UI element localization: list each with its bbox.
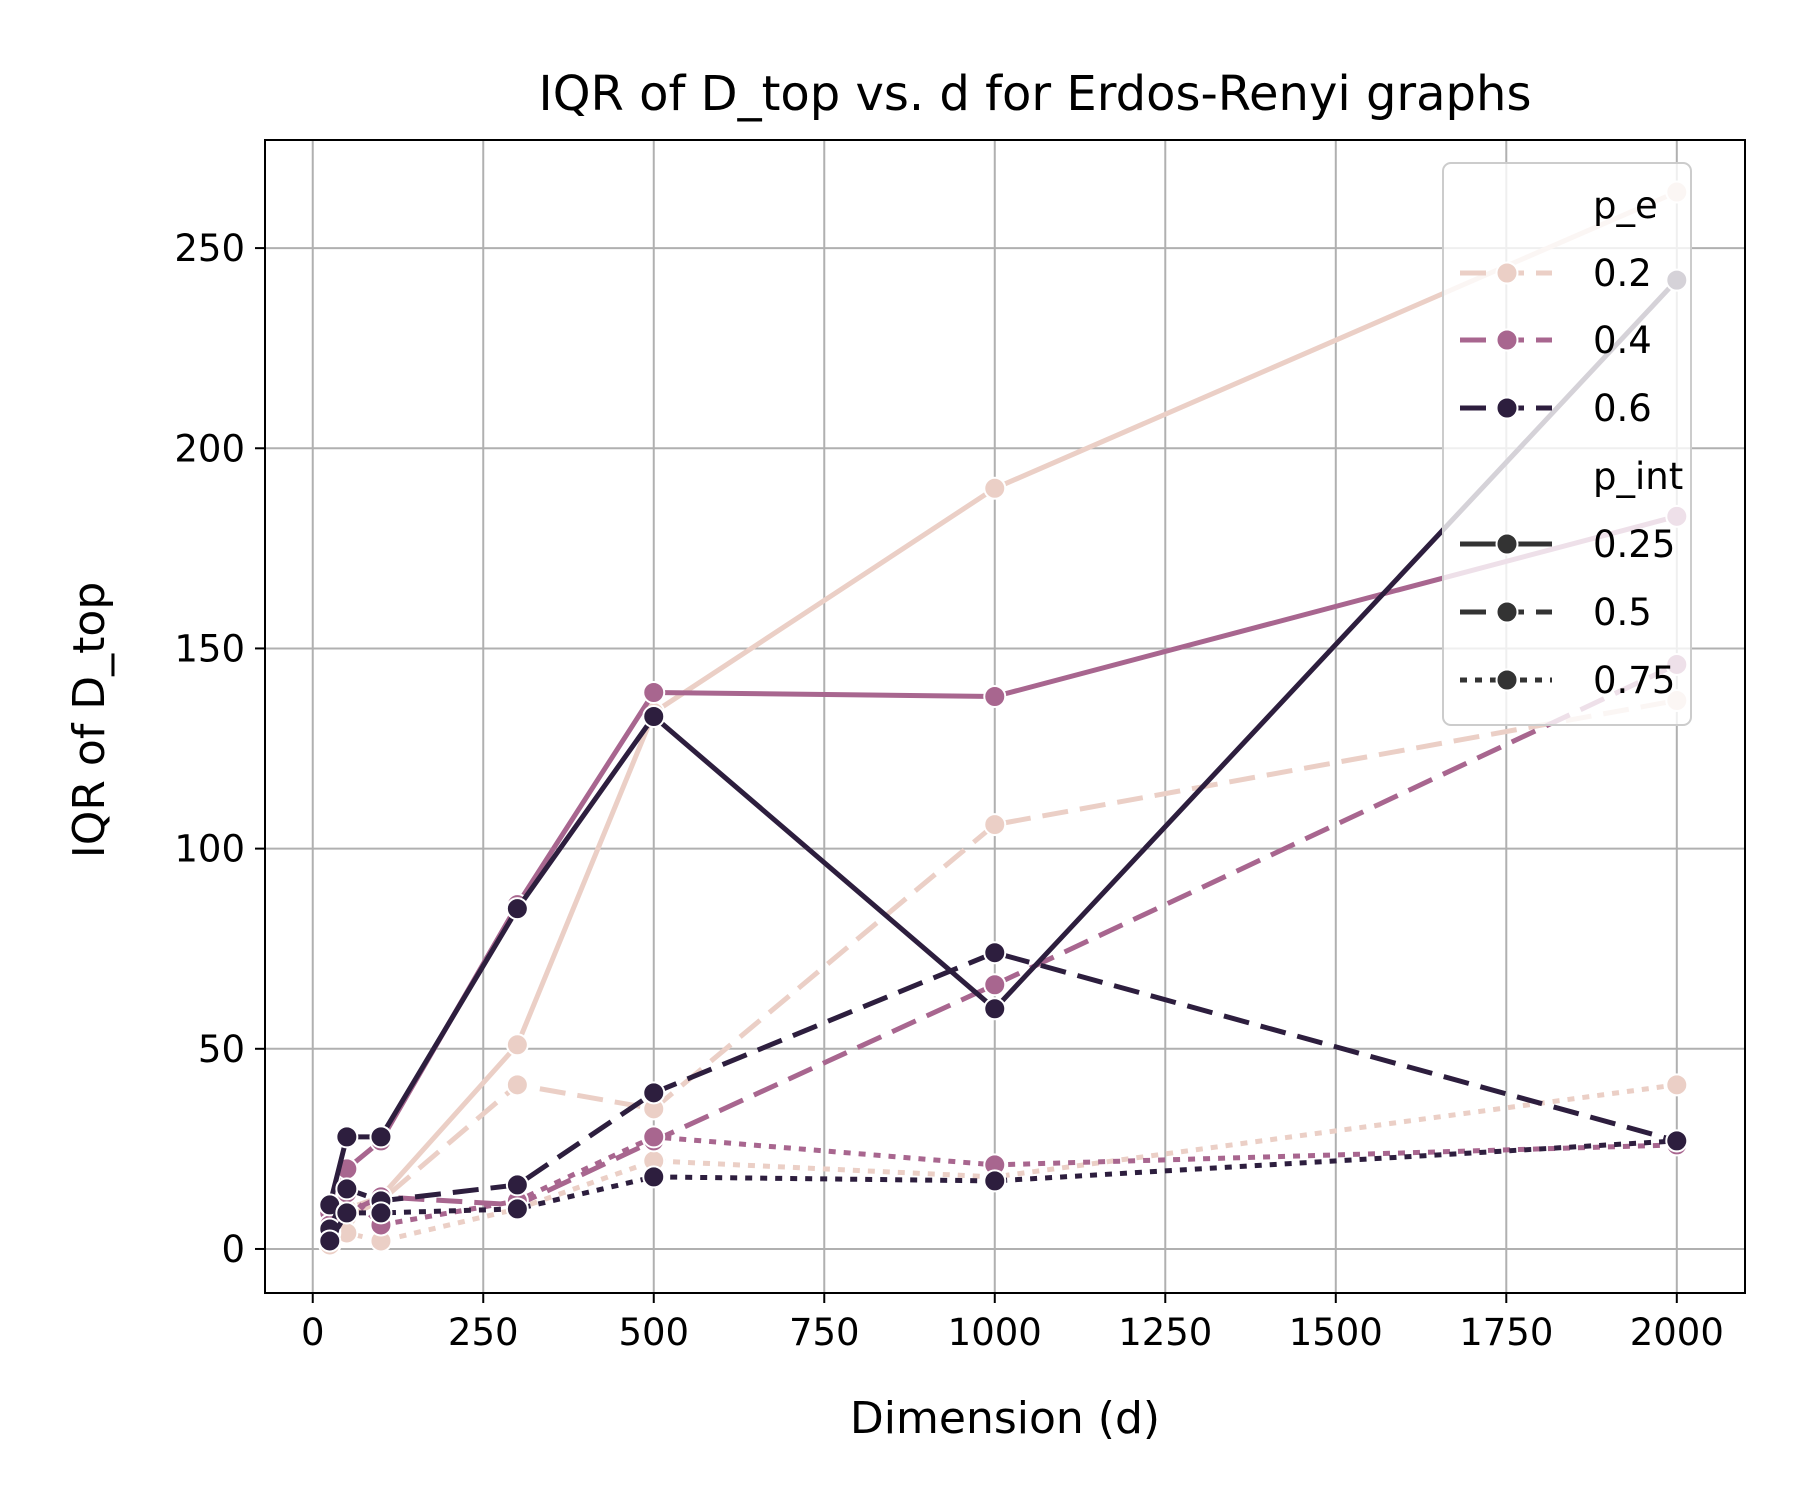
data-point [983,813,1007,837]
data-point [335,1177,359,1201]
data-point [983,1169,1007,1193]
x-tick-label: 1000 [948,1311,1042,1354]
legend-marker [1495,668,1519,692]
legend-title-p_e: p_e [1593,184,1658,227]
x-axis-label: Dimension (d) [850,1393,1160,1444]
legend-entry-p_int-0.75 [1460,668,1552,692]
y-tick-label: 200 [174,427,245,470]
x-tick-label: 750 [789,1311,860,1354]
legend-marker [1495,328,1519,352]
legend-entry-p_e-0.6 [1460,396,1552,420]
legend-entry-p_e-0.2 [1460,261,1552,285]
legend-entry-p_int-0.25 [1460,532,1552,556]
x-tick-label: 2000 [1630,1311,1724,1354]
series-layer [318,180,1689,1257]
y-tick-label: 150 [174,627,245,670]
data-point [505,1073,529,1097]
legend-label: 0.75 [1593,659,1675,702]
data-point [335,1201,359,1225]
data-point [983,476,1007,500]
x-tick-label: 1500 [1289,1311,1383,1354]
legend-label: 0.25 [1593,523,1675,566]
y-tick-label: 50 [198,1028,245,1071]
y-tick-label: 100 [174,828,245,871]
legend-label: 0.6 [1593,387,1652,430]
data-point [505,1173,529,1197]
chart-title: IQR of D_top vs. d for Erdos-Renyi graph… [539,66,1532,122]
plot-frame [264,139,1746,1294]
x-tick-label: 250 [448,1311,519,1354]
legend-marker [1495,261,1519,285]
data-point [983,684,1007,708]
data-point [505,1033,529,1057]
legend-entry-p_e-0.4 [1460,328,1552,352]
x-tick-label: 1750 [1459,1311,1553,1354]
legend-marker [1495,396,1519,420]
data-point [369,1125,393,1149]
data-point [983,973,1007,997]
data-point [642,1081,666,1105]
x-tick-label: 1250 [1118,1311,1212,1354]
y-tick-label: 250 [174,227,245,270]
data-point [335,1125,359,1149]
series-p_e-0.6-p_int-0.75 [318,1129,1689,1253]
data-point [642,1125,666,1149]
data-point [1665,1129,1689,1153]
data-point [983,941,1007,965]
legend-label: 0.5 [1593,591,1652,634]
data-point [1665,1073,1689,1097]
legend-marker [1495,532,1519,556]
data-point [642,705,666,728]
data-point [642,680,666,704]
data-point [505,897,529,921]
y-tick-label: 0 [221,1228,245,1271]
data-point [318,1229,342,1253]
x-tick-label: 500 [618,1311,689,1354]
x-tick-label: 0 [301,1311,325,1354]
legend-title-p_int: p_int [1593,455,1683,498]
legend-label: 0.4 [1593,319,1652,362]
y-axis-label: IQR of D_top [64,582,115,859]
legend: p_e 0.2 0.4 0.6 p_int 0.25 0.5 0.75 [1442,162,1692,726]
data-point [642,1165,666,1189]
legend-entry-p_int-0.5 [1460,600,1552,624]
data-point [983,997,1007,1021]
axes: 0 250 500 750 1000 1250 1500 1750 2000 0 50 100 150 2… [174,139,1746,1354]
legend-label: 0.2 [1593,252,1652,295]
legend-marker [1495,600,1519,624]
data-point [505,1197,529,1221]
data-point [369,1201,393,1225]
legend-box [1442,162,1692,726]
